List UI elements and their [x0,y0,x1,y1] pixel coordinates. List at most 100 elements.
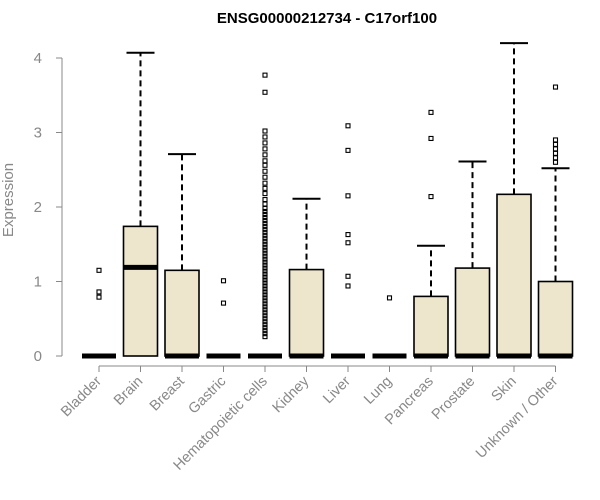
outlier-point [262,128,268,134]
outlier-point [262,72,268,78]
outlier-point [262,289,268,295]
outlier-point [220,278,227,284]
outlier-point [262,134,268,140]
outlier-point [428,194,434,200]
outlier-point [386,295,393,301]
outlier-point [262,307,268,313]
outlier-point [262,262,268,268]
box-8 [372,295,407,359]
outlier-point [262,322,268,328]
outlier-point [262,301,268,307]
iqr-box [288,268,325,357]
outlier-point [262,174,268,180]
outlier-point [262,201,268,207]
outlier-point [262,229,268,235]
outlier-point [262,334,268,340]
outlier-point [262,197,268,203]
outlier-point [262,313,268,319]
box-4 [206,278,241,359]
outlier-point [262,247,268,253]
outlier-point [262,304,268,310]
outlier-point [262,226,268,232]
outlier-point [262,259,268,265]
outlier-point [552,159,559,165]
outlier-point [345,232,351,238]
outlier-point [345,240,351,246]
outlier-point [262,298,268,304]
outlier-point [262,162,268,168]
outlier-point [262,146,268,152]
outlier-point [262,286,268,292]
outlier-point [345,193,351,199]
x-tick-label: Skin [489,374,520,405]
outlier-point [262,191,268,197]
outlier-point [262,232,268,238]
outlier-point [262,277,268,283]
iqr-box [122,225,159,357]
x-tick-label: Liver [320,373,354,407]
box-11 [496,42,532,359]
box-10 [454,160,491,359]
outlier-point [428,135,434,142]
outlier-point [262,265,268,271]
outlier-point [345,123,351,129]
x-tick-label: Lung [361,374,395,408]
box-7 [331,123,365,359]
outlier-point [262,268,268,274]
outlier-point [262,241,268,247]
y-tick-label: 1 [34,274,42,291]
outlier-point [262,238,268,244]
outlier-point [262,283,268,289]
y-axis-label: Expression [0,163,17,237]
outlier-point [96,289,102,295]
outlier-point [262,295,268,301]
outlier-point [262,235,268,241]
x-tick-label: Prostate [429,374,478,423]
y-axis: 0 1 2 3 4 [34,50,63,365]
outlier-point [262,244,268,250]
outlier-point [262,152,268,158]
outlier-point [262,280,268,286]
outlier-point [262,168,268,174]
outlier-point [262,158,268,164]
outlier-point [262,217,268,223]
outlier-point [262,310,268,316]
outlier-point [262,220,268,226]
y-tick-label: 3 [34,125,42,142]
outlier-point [552,137,559,143]
x-tick-label: Brain [111,374,146,409]
outlier-point [262,185,268,191]
outlier-point [262,208,268,215]
boxes-group [82,42,574,359]
box-6 [288,197,325,359]
outlier-point [262,328,268,334]
outlier-point [345,283,351,289]
iqr-box [413,295,449,357]
outlier-point [552,141,559,147]
outlier-point [262,180,268,186]
box-12 [537,84,574,359]
box-5 [248,72,282,359]
outlier-point [96,294,102,300]
iqr-box [537,280,574,357]
box-9 [413,109,449,359]
chart-title: ENSG00000212734 - C17orf100 [217,10,437,27]
iqr-box [164,269,200,357]
outlier-point [262,253,268,259]
outlier-point [262,256,268,262]
outlier-point [262,211,268,217]
outlier-point [262,140,268,146]
outlier-point [262,223,268,229]
y-tick-label: 0 [34,348,42,365]
outlier-point [220,300,227,306]
outlier-point [552,146,559,152]
outlier-point [262,271,268,277]
outlier-point [552,84,559,90]
box-2 [122,51,159,357]
outlier-point [96,267,102,273]
outlier-point [262,250,268,256]
outlier-point [262,89,268,95]
outlier-point [262,325,268,331]
